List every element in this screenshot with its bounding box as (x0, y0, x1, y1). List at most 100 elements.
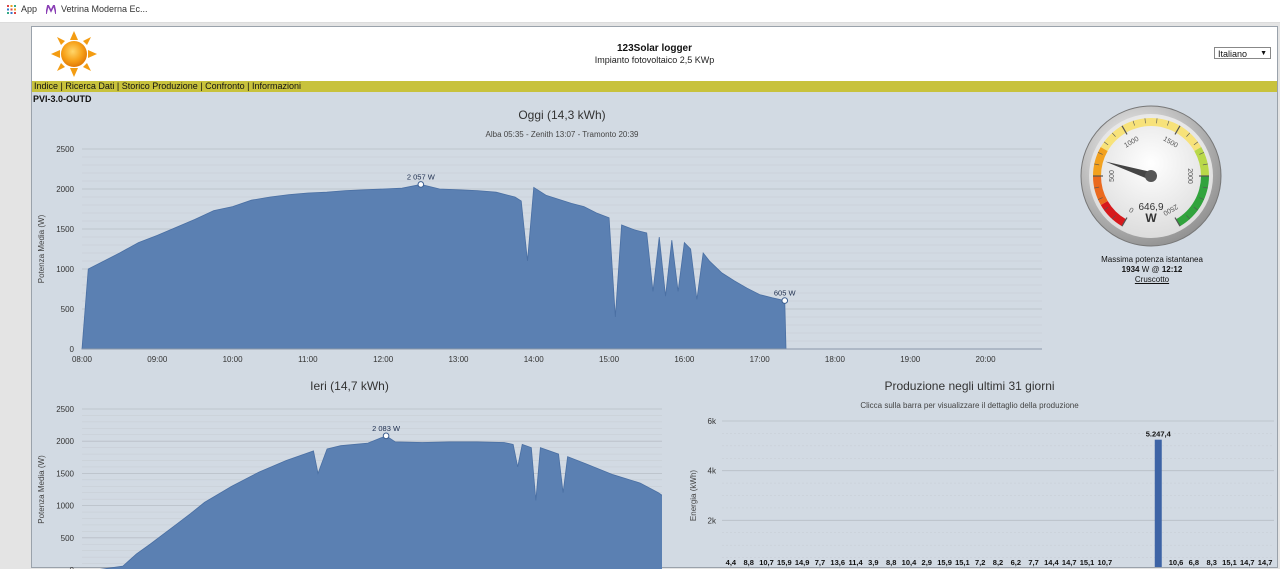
nav-separator: | (58, 81, 66, 91)
gauge-band (1093, 147, 1108, 176)
gauge-tick (1199, 152, 1205, 155)
annotation-marker (382, 432, 390, 440)
gauge-scale-label: 500 (1109, 170, 1116, 182)
app-title: 123Solar logger (616, 43, 693, 54)
bar-data-label: 7,2 (975, 558, 985, 567)
y-tick-label: 1500 (56, 225, 74, 234)
site-favicon-icon (46, 4, 56, 14)
chevron-down-icon: ▼ (1260, 50, 1267, 57)
max-power-unit: W (1141, 265, 1150, 274)
y-tick-label: 6k (708, 417, 717, 426)
bookmark-apps-label: App (21, 4, 38, 14)
bar-data-label: 15,9 (937, 558, 952, 567)
max-power-label: Massima potenza istantanea (1101, 255, 1203, 264)
bar-data-label: 5.247,4 (1146, 430, 1172, 439)
gauge-value: 646,9 (1138, 202, 1163, 213)
gauge-band (1100, 201, 1126, 227)
gauge-tick (1202, 163, 1208, 166)
nav-item-storico-produzione[interactable]: Storico Produzione (121, 81, 198, 91)
bar-data-label: 15,1 (1222, 558, 1237, 567)
x-tick-label: 09:00 (147, 355, 168, 364)
bar-data-label: 8,8 (886, 558, 896, 567)
bar-data-label: 13,6 (830, 558, 845, 567)
gauge-tick (1193, 141, 1199, 146)
apps-grid-icon (7, 4, 16, 14)
production-bar (1154, 439, 1162, 567)
today-chart-title: Oggi (14,3 kWh) (518, 108, 606, 122)
dashboard-link[interactable]: Cruscotto (1134, 275, 1170, 284)
yesterday-chart-title: Ieri (14,7 kWh) (310, 379, 389, 393)
nav-item-ricerca-dati[interactable]: Ricerca Dati (65, 81, 115, 91)
y-tick-label: 500 (61, 305, 75, 314)
language-select-value: Italiano (1218, 49, 1248, 59)
x-tick-label: 13:00 (448, 355, 469, 364)
y-tick-label: 0 (70, 345, 75, 354)
gauge-tick (1156, 118, 1158, 124)
bar-data-label: 8,8 (743, 558, 753, 567)
nav-separator: | (244, 81, 252, 91)
gauge-tick (1121, 217, 1128, 227)
gauge-needle (1105, 161, 1153, 180)
y-tick-label: 2k (708, 516, 717, 525)
annotation-label: 2 083 W (372, 424, 401, 433)
bar-data-label: 14,9 (795, 558, 810, 567)
sun-logo-icon (51, 31, 97, 82)
gauge-tick (1132, 120, 1135, 126)
gauge-band (1176, 176, 1209, 227)
gauge-tick (1193, 206, 1199, 211)
gauge-band (1093, 176, 1108, 205)
bar-data-label: 15,9 (777, 558, 792, 567)
bookmark-vetrina[interactable]: Vetrina Moderna Ec... (46, 4, 148, 14)
x-tick-label: 12:00 (373, 355, 394, 364)
today-power-chart: 0 500 1000 1500 2000 2500 08:00 09:00 10:00 11:00… (37, 145, 1042, 364)
y-tick-label: 1500 (56, 469, 74, 478)
bookmark-apps[interactable]: App (7, 4, 37, 14)
x-tick-label: 20:00 (976, 355, 997, 364)
language-select[interactable]: Italiano ▼ (1214, 47, 1271, 59)
bar-data-label: 6,8 (1189, 558, 1199, 567)
y-tick-label: 2000 (56, 185, 74, 194)
x-tick-label: 10:00 (223, 355, 244, 364)
nav-item-confronto[interactable]: Confronto (205, 81, 245, 91)
annotation-marker (417, 181, 425, 188)
page-header: 123Solar logger Impianto fotovoltaico 2,… (32, 27, 1277, 82)
yesterday-power-chart: 0500100015002000250006:0007:0008:0009:00… (37, 405, 662, 569)
y-tick-label: 1000 (56, 502, 74, 511)
series-area (99, 435, 662, 569)
bar-data-label: 11,4 (848, 558, 863, 567)
nav-item-indice[interactable]: Indice (34, 81, 59, 91)
gauge-band (1194, 147, 1209, 176)
main-nav: Indice | Ricerca Dati | Storico Produzio… (32, 81, 1277, 92)
series-area (81, 184, 1036, 350)
gauge-tick (1111, 132, 1116, 137)
x-tick-label: 17:00 (750, 355, 771, 364)
y-axis-label: Energia (kWh) (689, 470, 698, 521)
bar-data-label: 4,4 (726, 558, 737, 567)
bar-data-label: 14,7 (1258, 558, 1273, 567)
bar-data-label: 14,4 (1044, 558, 1059, 567)
y-tick-label: 2000 (56, 437, 74, 446)
gauge-tick (1167, 120, 1170, 126)
gauge-tick (1174, 125, 1181, 135)
bar-data-label: 14,7 (1240, 558, 1255, 567)
bar-data-label: 7,7 (1028, 558, 1038, 567)
x-tick-label: 18:00 (825, 355, 846, 364)
gauge-tick (1144, 118, 1146, 124)
monthly-production-chart: 02k4k6kEnergia (kWh)4,48,810,715,914,97,… (689, 417, 1274, 567)
bar-data-label: 6,2 (1011, 558, 1021, 567)
y-tick-label: 2500 (56, 145, 74, 154)
bar-data-label: 10,7 (759, 558, 774, 567)
gauge-tick (1094, 163, 1100, 166)
x-tick-label: 08:00 (72, 355, 93, 364)
nav-item-informazioni[interactable]: Informazioni (252, 81, 302, 91)
nav-separator: | (197, 81, 206, 91)
y-tick-label: 0 (712, 566, 717, 567)
monthly-chart-subtitle: Clicca sulla barra per visualizzare il d… (860, 401, 1079, 410)
nav-separator: | (114, 81, 122, 91)
annotation-label: 2 057 W (407, 172, 436, 181)
gauge-tick (1199, 197, 1205, 200)
gauge-tick (1103, 206, 1109, 211)
bar-data-label: 15,1 (1080, 558, 1095, 567)
max-power-time: 12:12 (1161, 265, 1183, 274)
